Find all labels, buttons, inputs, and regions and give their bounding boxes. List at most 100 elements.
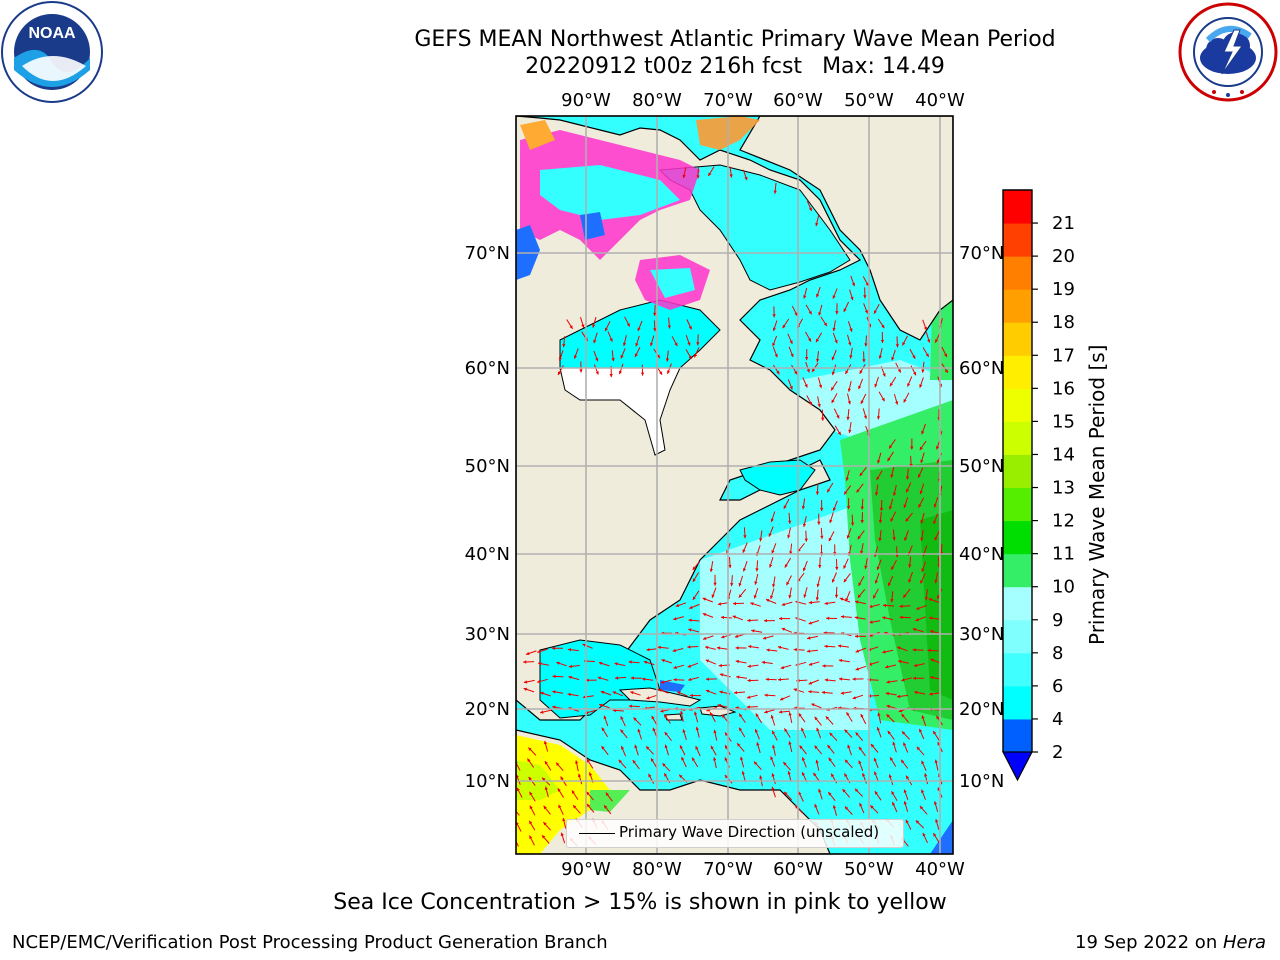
wave-arrow-head: [860, 400, 864, 404]
wave-arrow-head: [738, 582, 742, 587]
wave-arrow-head: [840, 615, 845, 619]
wave-arrow-head: [901, 713, 905, 718]
wave-arrow-head: [799, 745, 803, 749]
wave-arrow-head: [702, 597, 706, 601]
wave-arrow-head: [933, 731, 937, 735]
wave-arrow-head: [781, 602, 786, 606]
wave-arrow-head: [902, 342, 906, 346]
wave-arrow-head: [928, 598, 933, 602]
wave-arrow-head: [933, 801, 938, 805]
wave-arrow-head: [586, 803, 591, 808]
wave-arrow-head: [761, 660, 766, 665]
wave-arrow-head: [786, 581, 790, 586]
wave-arrow-head: [820, 535, 824, 539]
wave-arrow-head: [687, 342, 691, 346]
lon-label-bottom: 50°W: [844, 859, 894, 880]
wave-arrow-head: [794, 371, 798, 375]
wave-arrow-head: [637, 327, 641, 331]
wave-arrow-head: [808, 621, 812, 625]
wave-arrow-head: [614, 662, 618, 666]
wave-arrow-head: [788, 741, 792, 745]
colorbar-tick-label: 20: [1052, 246, 1075, 267]
wave-arrow-head: [903, 594, 907, 598]
wave-arrow-head: [609, 374, 613, 378]
wave-arrow-head: [621, 746, 625, 750]
wave-arrow-head: [734, 691, 738, 695]
wave-arrow-head: [747, 678, 751, 683]
wave-arrow-head: [903, 742, 907, 746]
wave-arrow-head: [921, 369, 925, 373]
wave-arrow-head: [579, 369, 583, 373]
wave-arrow-head: [568, 675, 572, 679]
wave-arrow-head: [832, 327, 836, 332]
wave-arrow-head: [858, 746, 863, 751]
footer-date: 19 Sep 2022 on Hera: [1075, 932, 1266, 953]
wave-arrow-head: [558, 357, 562, 361]
wave-arrow-head: [635, 343, 639, 347]
wave-arrow-head: [721, 635, 725, 639]
wave-arrow-head: [873, 595, 877, 599]
wave-arrow-head: [651, 758, 654, 762]
wave-arrow-head: [869, 620, 873, 624]
wave-arrow-head: [637, 728, 641, 733]
wave-arrow-head: [628, 704, 632, 708]
wave-arrow-head: [857, 535, 861, 540]
wave-arrow-head: [818, 564, 822, 569]
wave-arrow-head: [816, 293, 820, 298]
lat-label-left: 50°N: [465, 456, 510, 477]
colorbar-segment: [1003, 553, 1032, 588]
wave-arrow-head: [888, 582, 892, 587]
wave-arrow-head: [783, 762, 787, 766]
wave-arrow-head: [801, 727, 805, 732]
wave-arrow-head: [821, 417, 825, 421]
wave-arrow-head: [906, 775, 910, 780]
wave-arrow-head: [808, 207, 812, 211]
wave-arrow-head: [695, 746, 699, 750]
colorbar-segment: [1003, 421, 1032, 455]
wave-arrow-head: [630, 691, 634, 695]
wave-arrow-head: [921, 568, 925, 572]
wave-arrow-head: [919, 806, 924, 810]
wave-arrow-head: [754, 761, 758, 765]
wave-arrow-head: [734, 634, 739, 638]
wave-arrow-head: [899, 604, 903, 608]
wave-arrow-head: [783, 505, 787, 509]
wave-arrow-head: [858, 760, 862, 764]
wave-arrow-head: [776, 370, 780, 375]
wave-arrow-head: [537, 679, 541, 684]
colorbar-tick-label: 18: [1052, 312, 1075, 333]
wave-arrow-head: [788, 712, 792, 716]
wave-arrow-head: [694, 354, 698, 358]
wave-arrow-head: [920, 537, 924, 541]
wave-arrow-head: [836, 415, 840, 419]
wave-arrow-head: [689, 605, 693, 609]
colorbar-tick-label: 10: [1052, 577, 1075, 598]
wave-arrow-head: [725, 745, 728, 749]
wave-arrow-head: [921, 430, 925, 435]
wave-arrow-head: [658, 688, 662, 692]
wave-arrow-head: [710, 745, 714, 750]
wave-arrow-head: [848, 342, 852, 346]
wave-arrow-head: [933, 520, 937, 524]
wave-arrow-head: [802, 567, 807, 572]
wave-arrow-head: [562, 344, 566, 348]
lat-label-left: 60°N: [465, 358, 510, 379]
wave-arrow-head: [537, 649, 541, 654]
wave-arrow-head: [929, 692, 933, 696]
wave-arrow-head: [895, 401, 899, 405]
wave-arrow-head: [759, 775, 763, 779]
wave-arrow-head: [585, 678, 589, 682]
wave-arrow-head: [523, 680, 528, 684]
wave-arrow-head: [660, 709, 664, 713]
wave-arrow-head: [885, 665, 889, 669]
map-frame: [515, 115, 954, 855]
wave-arrow-head: [927, 339, 931, 343]
wave-arrow-head: [859, 803, 863, 807]
wave-arrow-head: [890, 599, 894, 603]
wave-arrow-head: [944, 369, 948, 373]
wave-arrow-head: [743, 535, 747, 539]
lon-label-bottom: 80°W: [632, 859, 682, 880]
wave-arrow-head: [834, 339, 838, 344]
wave-arrow-head: [803, 295, 807, 299]
